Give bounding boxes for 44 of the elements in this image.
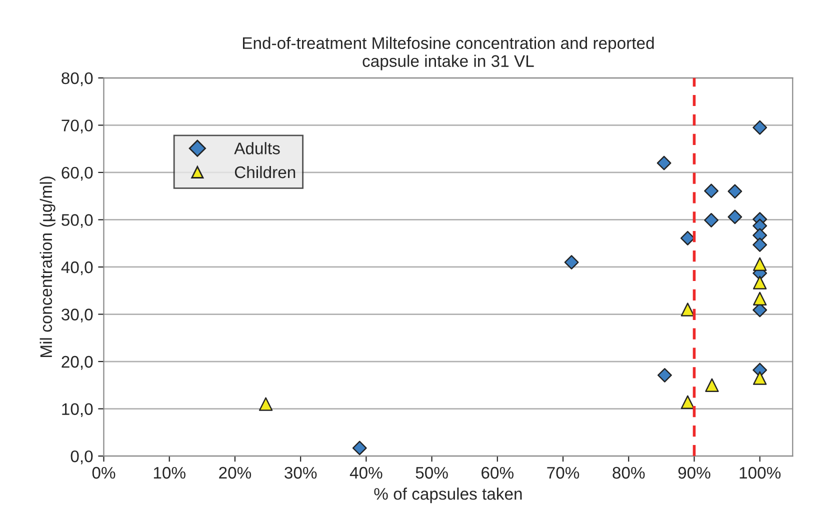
point xyxy=(728,210,742,224)
point xyxy=(728,184,742,199)
x-tick-label: 20% xyxy=(219,466,252,479)
x-tick-label: 40% xyxy=(350,466,382,479)
point xyxy=(753,257,767,271)
x-tick-label: 80% xyxy=(612,466,645,479)
y-tick-label: 10,0 xyxy=(62,403,93,417)
y-tick-label: 30,0 xyxy=(62,308,93,322)
x-tick-label: 70% xyxy=(547,466,580,479)
x-axis-title: % of capsules taken xyxy=(374,488,522,504)
y-tick-label: 0,0 xyxy=(70,450,93,464)
x-tick-label: 0% xyxy=(92,466,116,479)
y-tick-label: 20,0 xyxy=(62,356,93,370)
x-tick-label: 90% xyxy=(678,466,710,479)
point xyxy=(564,255,579,270)
point xyxy=(352,440,367,456)
x-tick-label: 10% xyxy=(154,466,186,479)
x-tick-label: 100% xyxy=(740,466,781,479)
y-tick-label: 70,0 xyxy=(62,120,93,134)
y-tick-label: 80,0 xyxy=(62,72,93,86)
point xyxy=(752,120,768,135)
point xyxy=(656,156,672,170)
legend-label: Children xyxy=(234,166,296,178)
x-tick-label: 50% xyxy=(416,466,448,479)
point xyxy=(258,397,273,411)
legend-label: Adults xyxy=(234,142,280,154)
point xyxy=(680,230,695,246)
point xyxy=(704,212,719,228)
point xyxy=(704,184,719,198)
point xyxy=(753,276,767,290)
point xyxy=(680,395,695,410)
chart-title: End-of-treatment Miltefosine concentration and reported capsule intake in 31 VL xyxy=(242,36,654,70)
y-tick-label: 40,0 xyxy=(61,261,93,276)
point xyxy=(705,378,719,392)
point xyxy=(752,238,768,252)
x-tick-label: 30% xyxy=(284,466,317,479)
point xyxy=(753,371,767,385)
point xyxy=(753,292,767,306)
y-tick-label: 50,0 xyxy=(62,214,93,228)
y-axis-title: Mil concentration (µg/ml) xyxy=(40,176,56,358)
point xyxy=(680,302,695,316)
y-tick-label: 60,0 xyxy=(62,166,93,181)
point xyxy=(658,368,672,382)
x-tick-label: 60% xyxy=(482,466,514,479)
